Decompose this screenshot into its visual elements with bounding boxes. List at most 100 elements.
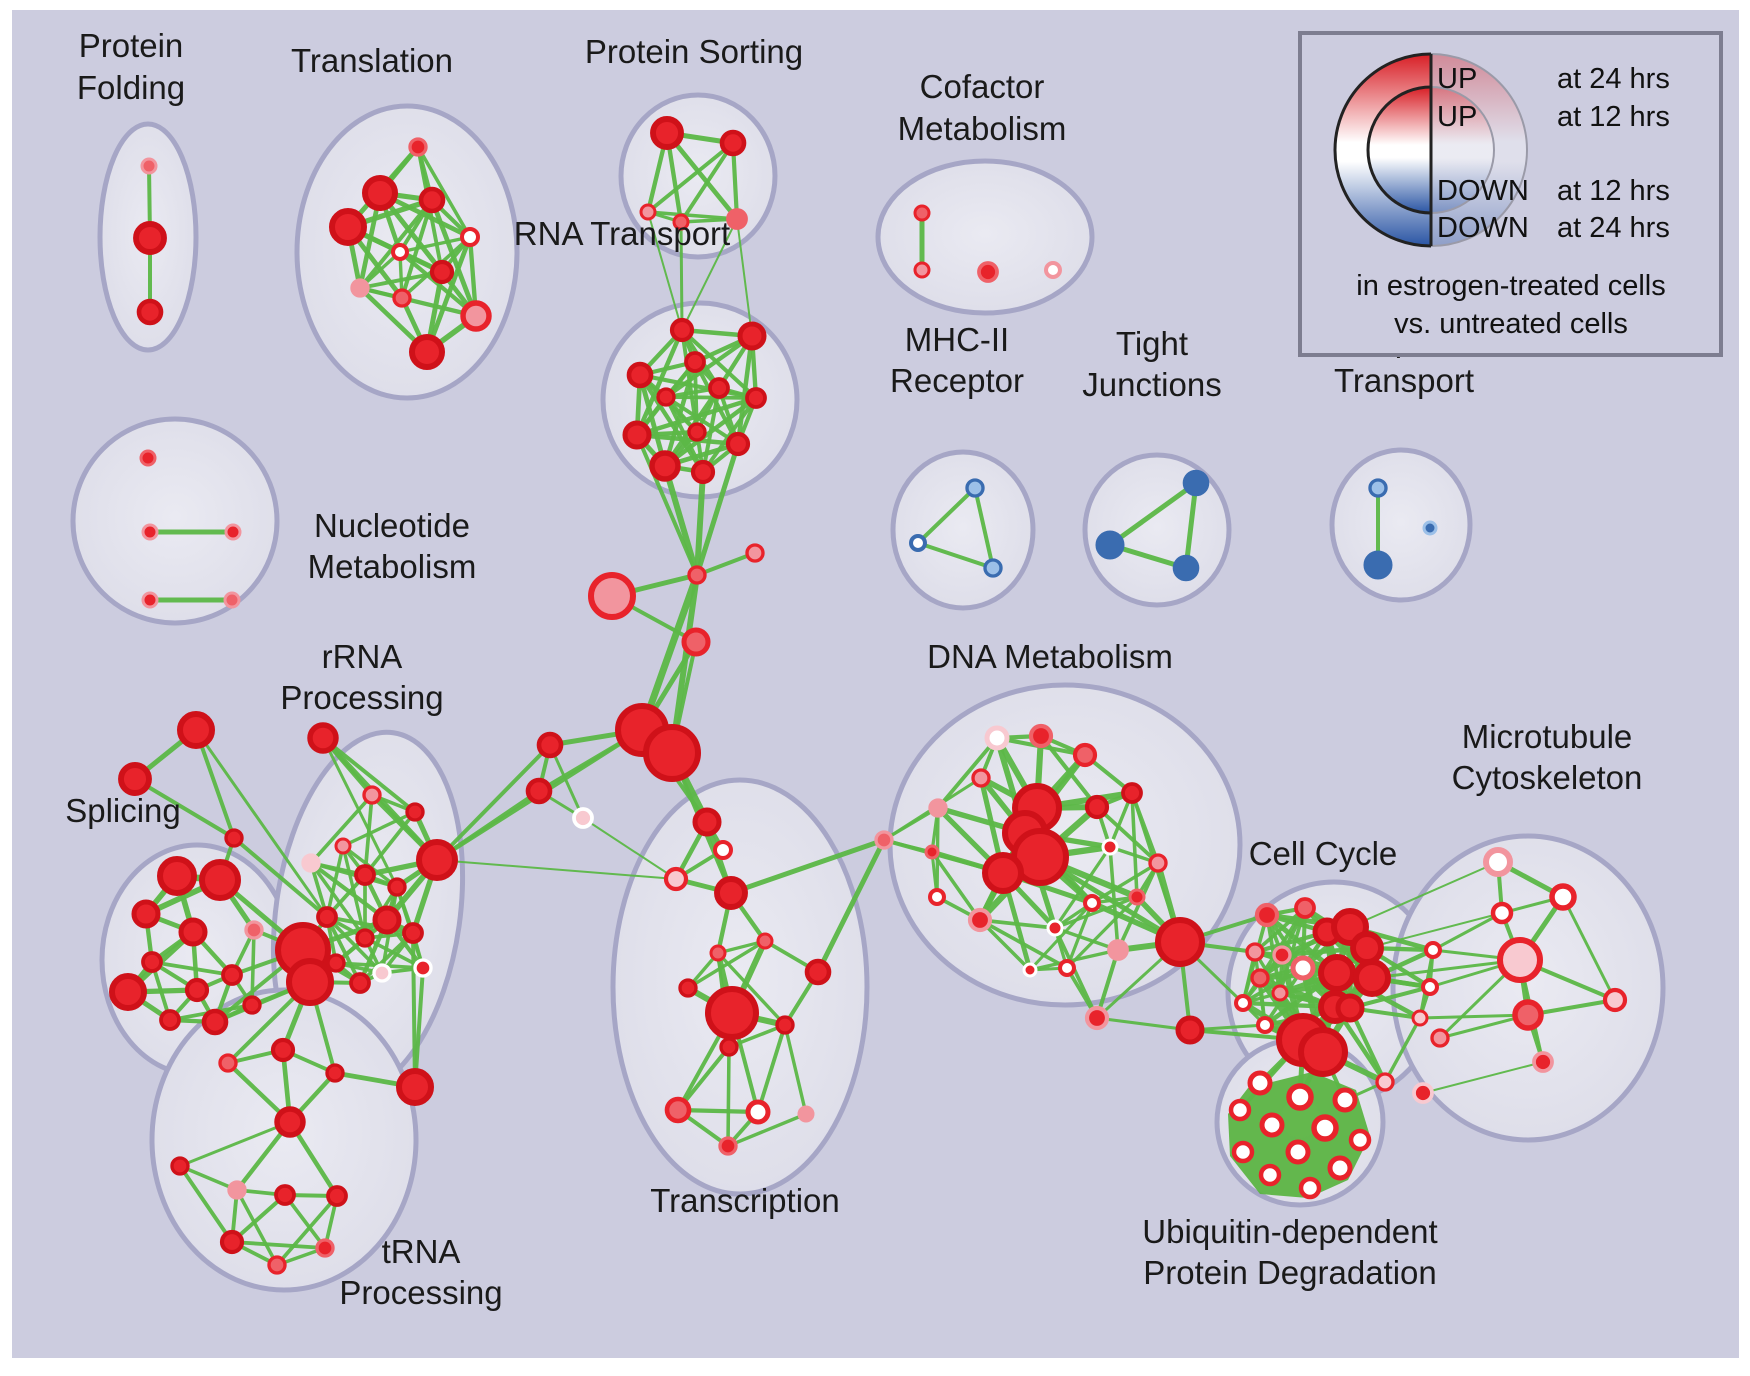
gene-node-rrna-processing xyxy=(307,722,339,754)
gene-node-dna-metabolism xyxy=(1022,962,1038,978)
edge-dna-metabolism xyxy=(1090,861,1160,905)
gene-node-ubiquitin-degradation xyxy=(1332,1087,1358,1113)
edge-dna-metabolism xyxy=(1116,861,1160,952)
gene-node-cell-cycle xyxy=(1245,942,1265,962)
gene-node-mhc-ii-receptor xyxy=(965,478,985,498)
cluster-label-dna-metabolism: DNA Metabolism xyxy=(927,638,1173,675)
cluster-label-ubiquitin-degradation: Ubiquitin-dependent xyxy=(1142,1213,1437,1250)
legend-wheel-outline xyxy=(1366,85,1432,215)
gene-node-translation xyxy=(418,186,446,214)
gene-node-ubiquitin-degradation xyxy=(1285,1139,1311,1165)
edge-bridge xyxy=(1418,1013,1530,1020)
edge-bridge xyxy=(1431,911,1504,952)
gene-node-splicing xyxy=(109,973,147,1011)
gene-node-rrna-processing xyxy=(405,802,425,822)
cluster-label-nucleotide-metabolism: Metabolism xyxy=(308,548,477,585)
gene-node-transcription xyxy=(692,807,722,837)
edge-trna-processing xyxy=(178,1164,239,1192)
gene-node-rrna-processing xyxy=(355,928,375,948)
cluster-ellipse-cofactor-metabolism xyxy=(875,158,1095,316)
gene-node-rrna-processing xyxy=(413,958,433,978)
gene-node-dna-metabolism xyxy=(1107,939,1129,961)
gene-node-protein-sorting xyxy=(719,129,747,157)
edge-bridge xyxy=(694,441,741,578)
gene-node-splicing xyxy=(199,859,241,901)
edge-transcription xyxy=(726,1112,808,1148)
edge-dna-metabolism xyxy=(1053,845,1112,930)
gene-node-dna-metabolism xyxy=(928,888,946,906)
gene-node-protein-sorting xyxy=(639,203,657,221)
cluster-label-tight-junctions: Junctions xyxy=(1082,366,1221,403)
gene-node-cell-cycle xyxy=(1375,1072,1395,1092)
gene-node-protein-folding xyxy=(133,221,167,255)
cluster-label-splicing: Splicing xyxy=(65,792,181,829)
cluster-label-trna-processing: Processing xyxy=(339,1274,502,1311)
edge-bridge xyxy=(194,728,236,840)
gene-node-tight-junctions xyxy=(1095,530,1125,560)
nodes xyxy=(109,116,1628,1275)
edge-mhc-ii-receptor xyxy=(916,541,995,570)
cluster-labels: Protein Folding Translation Protein Sorting… xyxy=(65,27,1642,1311)
gene-node-lipid-transport xyxy=(1363,550,1393,580)
edge-dna-metabolism xyxy=(1130,791,1160,865)
cluster-label-rrna-processing: Processing xyxy=(280,679,443,716)
edge-rrna-processing xyxy=(309,793,374,865)
gene-node-lipid-transport xyxy=(1368,478,1388,498)
gene-node-trna-processing xyxy=(396,1068,434,1106)
edge-transcription xyxy=(716,951,787,1027)
edge-dna-metabolism xyxy=(930,850,982,922)
gene-node-rna-transport xyxy=(708,377,730,399)
gene-node-trna-processing xyxy=(170,1156,190,1176)
gene-node-rrna-processing xyxy=(349,972,371,994)
legend-caption: vs. untreated cells xyxy=(1394,308,1628,340)
gene-node-ubiquitin-degradation xyxy=(1258,1163,1282,1187)
edge-protein-sorting xyxy=(646,141,735,214)
gene-node-cell-cycle xyxy=(1424,941,1442,959)
gene-node-rrna-processing xyxy=(334,837,352,855)
edge-dna-metabolism xyxy=(1028,948,1120,972)
gene-node-lipid-transport xyxy=(1422,520,1438,536)
edge-bridge xyxy=(681,218,738,331)
gene-node-mhc-ii-receptor xyxy=(909,534,927,552)
edge-transcription xyxy=(727,1023,787,1049)
edge-bridge xyxy=(1095,1016,1192,1032)
gene-node-transcription xyxy=(756,932,774,950)
edge-bridge xyxy=(582,817,677,880)
gene-node-transcription xyxy=(797,1105,815,1123)
edge-bridge xyxy=(695,551,757,577)
gene-node-dna-metabolism xyxy=(967,907,993,933)
legend-wheel-half xyxy=(1431,87,1494,213)
edge-trna-processing xyxy=(178,1120,292,1168)
gene-node-dna-metabolism xyxy=(1083,894,1101,912)
gene-node-connectors xyxy=(681,627,711,657)
edge-trna-processing xyxy=(178,1164,234,1244)
gene-node-trna-processing xyxy=(270,1037,296,1063)
gene-node-transcription xyxy=(709,944,727,962)
gene-node-microtubule-cytoskeleton xyxy=(1430,1028,1450,1048)
edge-bridge xyxy=(882,806,940,842)
gene-node-splicing xyxy=(242,995,262,1015)
gene-node-dna-metabolism xyxy=(1084,1005,1110,1031)
gene-node-rna-transport xyxy=(649,450,681,482)
cluster-ellipse-lipid-transport xyxy=(1329,447,1473,603)
edge-rna-transport xyxy=(663,333,755,400)
gene-node-nucleotide-metabolism xyxy=(141,591,159,609)
edge-mhc-ii-receptor xyxy=(916,486,977,545)
gene-node-splicing xyxy=(157,856,197,896)
legend-time-label: at 12 hrs xyxy=(1557,175,1670,207)
legend-time-label: at 24 hrs xyxy=(1557,212,1670,244)
legend-wheel-outline xyxy=(1333,52,1432,248)
cluster-ellipse-nucleotide-metabolism xyxy=(70,416,280,626)
edge-translation xyxy=(398,235,472,254)
cluster-label-microtubule-cytoskeleton: Cytoskeleton xyxy=(1452,759,1643,796)
gene-node-nucleotide-metabolism xyxy=(141,523,159,541)
edge-rna-transport xyxy=(634,395,759,438)
gene-node-connectors xyxy=(286,958,334,1006)
cluster-label-rna-transport: RNA Transport xyxy=(514,215,730,252)
gene-node-trna-processing xyxy=(227,1180,247,1200)
edge-tight-junctions xyxy=(1183,480,1199,571)
edge-bridge xyxy=(411,931,417,1089)
gene-node-protein-sorting xyxy=(650,116,684,150)
